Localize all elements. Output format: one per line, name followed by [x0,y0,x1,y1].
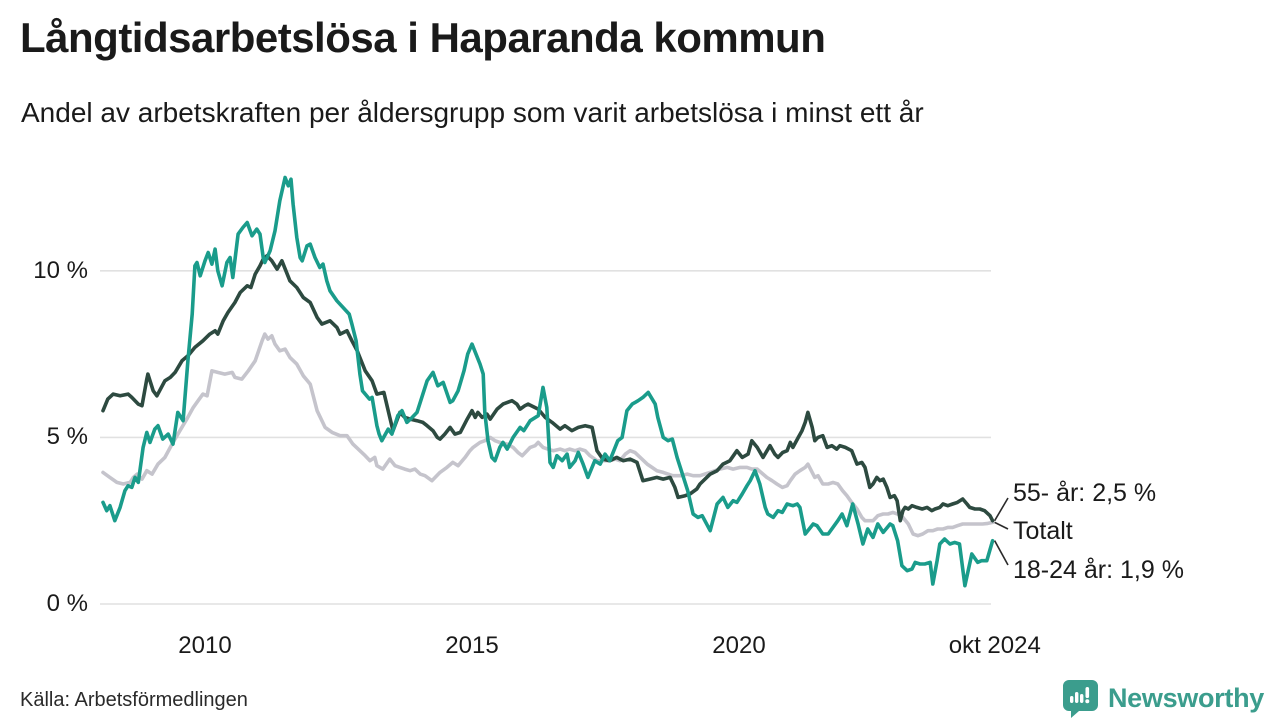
leader-line-age55 [993,497,1009,522]
end-label-age1824: 18-24 år: 1,9 % [1013,556,1184,584]
newsworthy-bubble-chart-icon [1062,680,1098,718]
newsworthy-logo: Newsworthy [1062,679,1264,718]
y-tick-label: 0 % [46,590,88,617]
end-label-age55: 55- år: 2,5 % [1013,479,1157,507]
leader-lines [993,497,1009,566]
end-label-total: Totalt [1013,517,1073,545]
chart-subtitle: Andel av arbetskraften per åldersgrupp s… [21,97,924,128]
newsworthy-wordmark: Newsworthy [1107,683,1264,713]
x-tick-label: 2015 [445,632,499,659]
leader-line-total [994,521,1009,530]
series-line-total [101,332,995,538]
x-tick-label: 2010 [178,632,232,659]
x-tick-label: okt 2024 [948,632,1041,659]
gridlines [100,269,991,605]
x-tick-label: 2020 [712,632,766,659]
leader-line-age1824 [993,540,1009,566]
chart-title: Långtidsarbetslösa i Haparanda kommun [20,14,826,61]
series-line-age55 [101,254,995,523]
y-tick-label: 10 % [33,256,88,284]
source-credit: Källa: Arbetsförmedlingen [20,689,248,711]
y-tick-label: 5 % [46,423,88,451]
series-lines [101,175,995,588]
series-line-age1824 [101,175,995,588]
